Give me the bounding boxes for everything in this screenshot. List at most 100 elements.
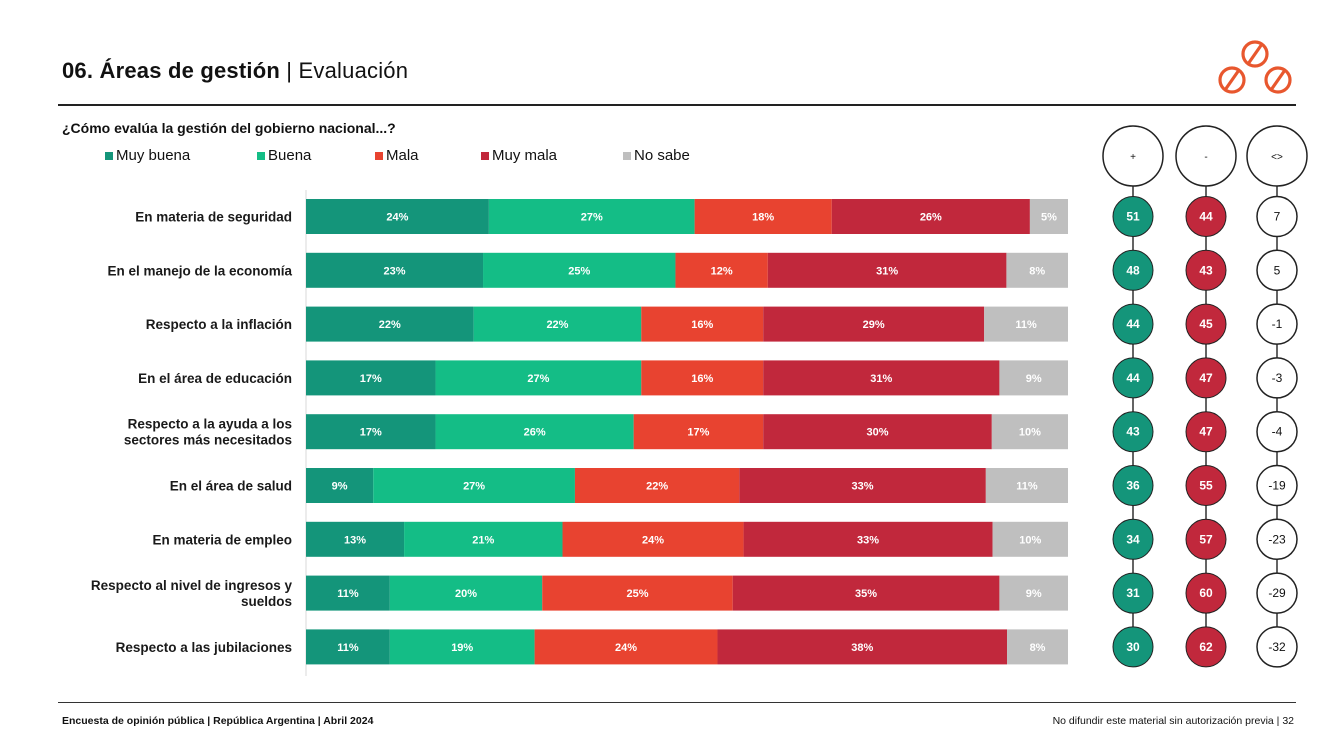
bar-segment [534,629,718,665]
summary-value: 30 [1126,640,1140,654]
bar-segment [1007,629,1068,665]
bar-segment [483,252,676,288]
data-label: 9% [1026,588,1042,600]
category-label: Respecto a las jubilaciones [116,640,292,655]
bar-segment [999,360,1068,396]
legend-item-buena: Buena [257,147,311,164]
bar-segment [732,575,1000,611]
summary-value: -3 [1272,371,1283,385]
title-separator: | [286,58,293,83]
summary-circle [1112,572,1154,614]
bar-segment [763,414,992,450]
summary-circle [1185,249,1227,291]
data-label: 5% [1041,212,1057,224]
legend-item-mala: Mala [375,147,419,164]
bar-segment [306,629,390,665]
bar-segment [306,468,374,503]
bar-segment [435,360,642,396]
category-label: En el área de educación [138,371,292,386]
bar-segment [763,306,985,342]
bar-segment [389,575,543,611]
bar-segment [404,521,563,557]
summary-header-label: <> [1271,152,1283,163]
data-label: 30% [866,427,888,439]
summary-circle [1185,411,1227,453]
data-label: 24% [642,534,664,546]
summary-circle [1256,195,1298,238]
legend-label-buena: Buena [268,147,312,164]
legend-label-muy-mala: Muy mala [492,147,558,164]
bar-segment [306,252,484,288]
summary-value: 43 [1126,425,1140,439]
data-label: 8% [1030,642,1046,654]
data-label: 24% [386,212,408,224]
legend-label-no-sabe: No sabe [634,147,690,164]
summary-circle [1185,572,1227,614]
bar-segment [743,521,993,557]
bar-segment [999,575,1068,611]
page-title: 06. Áreas de gestión | Evaluación [62,58,408,84]
data-label: 26% [920,212,942,224]
summary-circle [1256,626,1298,668]
data-label: 38% [851,642,873,654]
data-label: 19% [451,642,473,654]
summary-circle [1112,196,1154,237]
category-label: En el manejo de la economía [107,263,292,278]
data-label: 16% [691,373,713,385]
summary-header-label: - [1204,152,1207,163]
bar-segment [306,414,436,450]
summary-value: 5 [1274,263,1281,277]
data-label: 8% [1029,265,1045,277]
summary-circle [1256,303,1298,345]
bar-segment [306,199,489,234]
summary-circle [1185,465,1227,506]
summary-header-label: + [1130,152,1136,163]
footer-disclaimer: No difundir este material sin autorizaci… [1052,715,1294,727]
data-label: 35% [855,588,877,600]
brand-logo [1218,40,1292,94]
summary-circle [1185,626,1227,668]
bar-segment [1006,252,1068,288]
data-label: 26% [524,427,546,439]
data-label: 22% [646,481,668,493]
summary-value: -29 [1268,586,1286,600]
summary-header-circle [1102,125,1164,187]
summary-circle [1112,249,1154,291]
data-label: 29% [863,319,885,331]
bar-segment [473,306,642,342]
survey-question: ¿Cómo evalúa la gestión del gobierno nac… [62,120,396,136]
data-label: 31% [876,265,898,277]
summary-circle [1256,518,1298,561]
summary-value: 45 [1199,317,1213,331]
summary-value: 43 [1199,263,1213,277]
data-label: 11% [1016,481,1038,493]
bar-segment [574,468,740,503]
category-label: En materia de empleo [152,532,292,547]
bar-segment [306,575,390,611]
bar-segment [831,199,1030,234]
summary-value: 47 [1199,371,1213,385]
summary-value: -1 [1272,317,1283,331]
summary-value: 34 [1126,532,1140,546]
title-divider [58,104,1296,106]
bar-segment [306,360,436,396]
data-label: 27% [463,481,485,493]
data-label: 16% [691,319,713,331]
legend-item-muy-buena: Muy buena [105,147,190,164]
data-label: 11% [337,642,359,654]
data-label: 17% [360,373,382,385]
summary-value: 51 [1126,210,1140,224]
summary-value: 31 [1126,586,1140,600]
data-label: 27% [527,373,549,385]
summary-header-circle [1246,125,1308,187]
legend-label-muy-buena: Muy buena [116,147,191,164]
data-label: 25% [626,588,648,600]
bar-segment [641,306,764,342]
data-label: 20% [455,588,477,600]
title-main: 06. Áreas de gestión [62,58,280,83]
legend-label-mala: Mala [386,147,419,164]
summary-value: 44 [1126,371,1140,385]
summary-circle [1185,196,1227,237]
legend-swatch-buena [257,151,265,160]
